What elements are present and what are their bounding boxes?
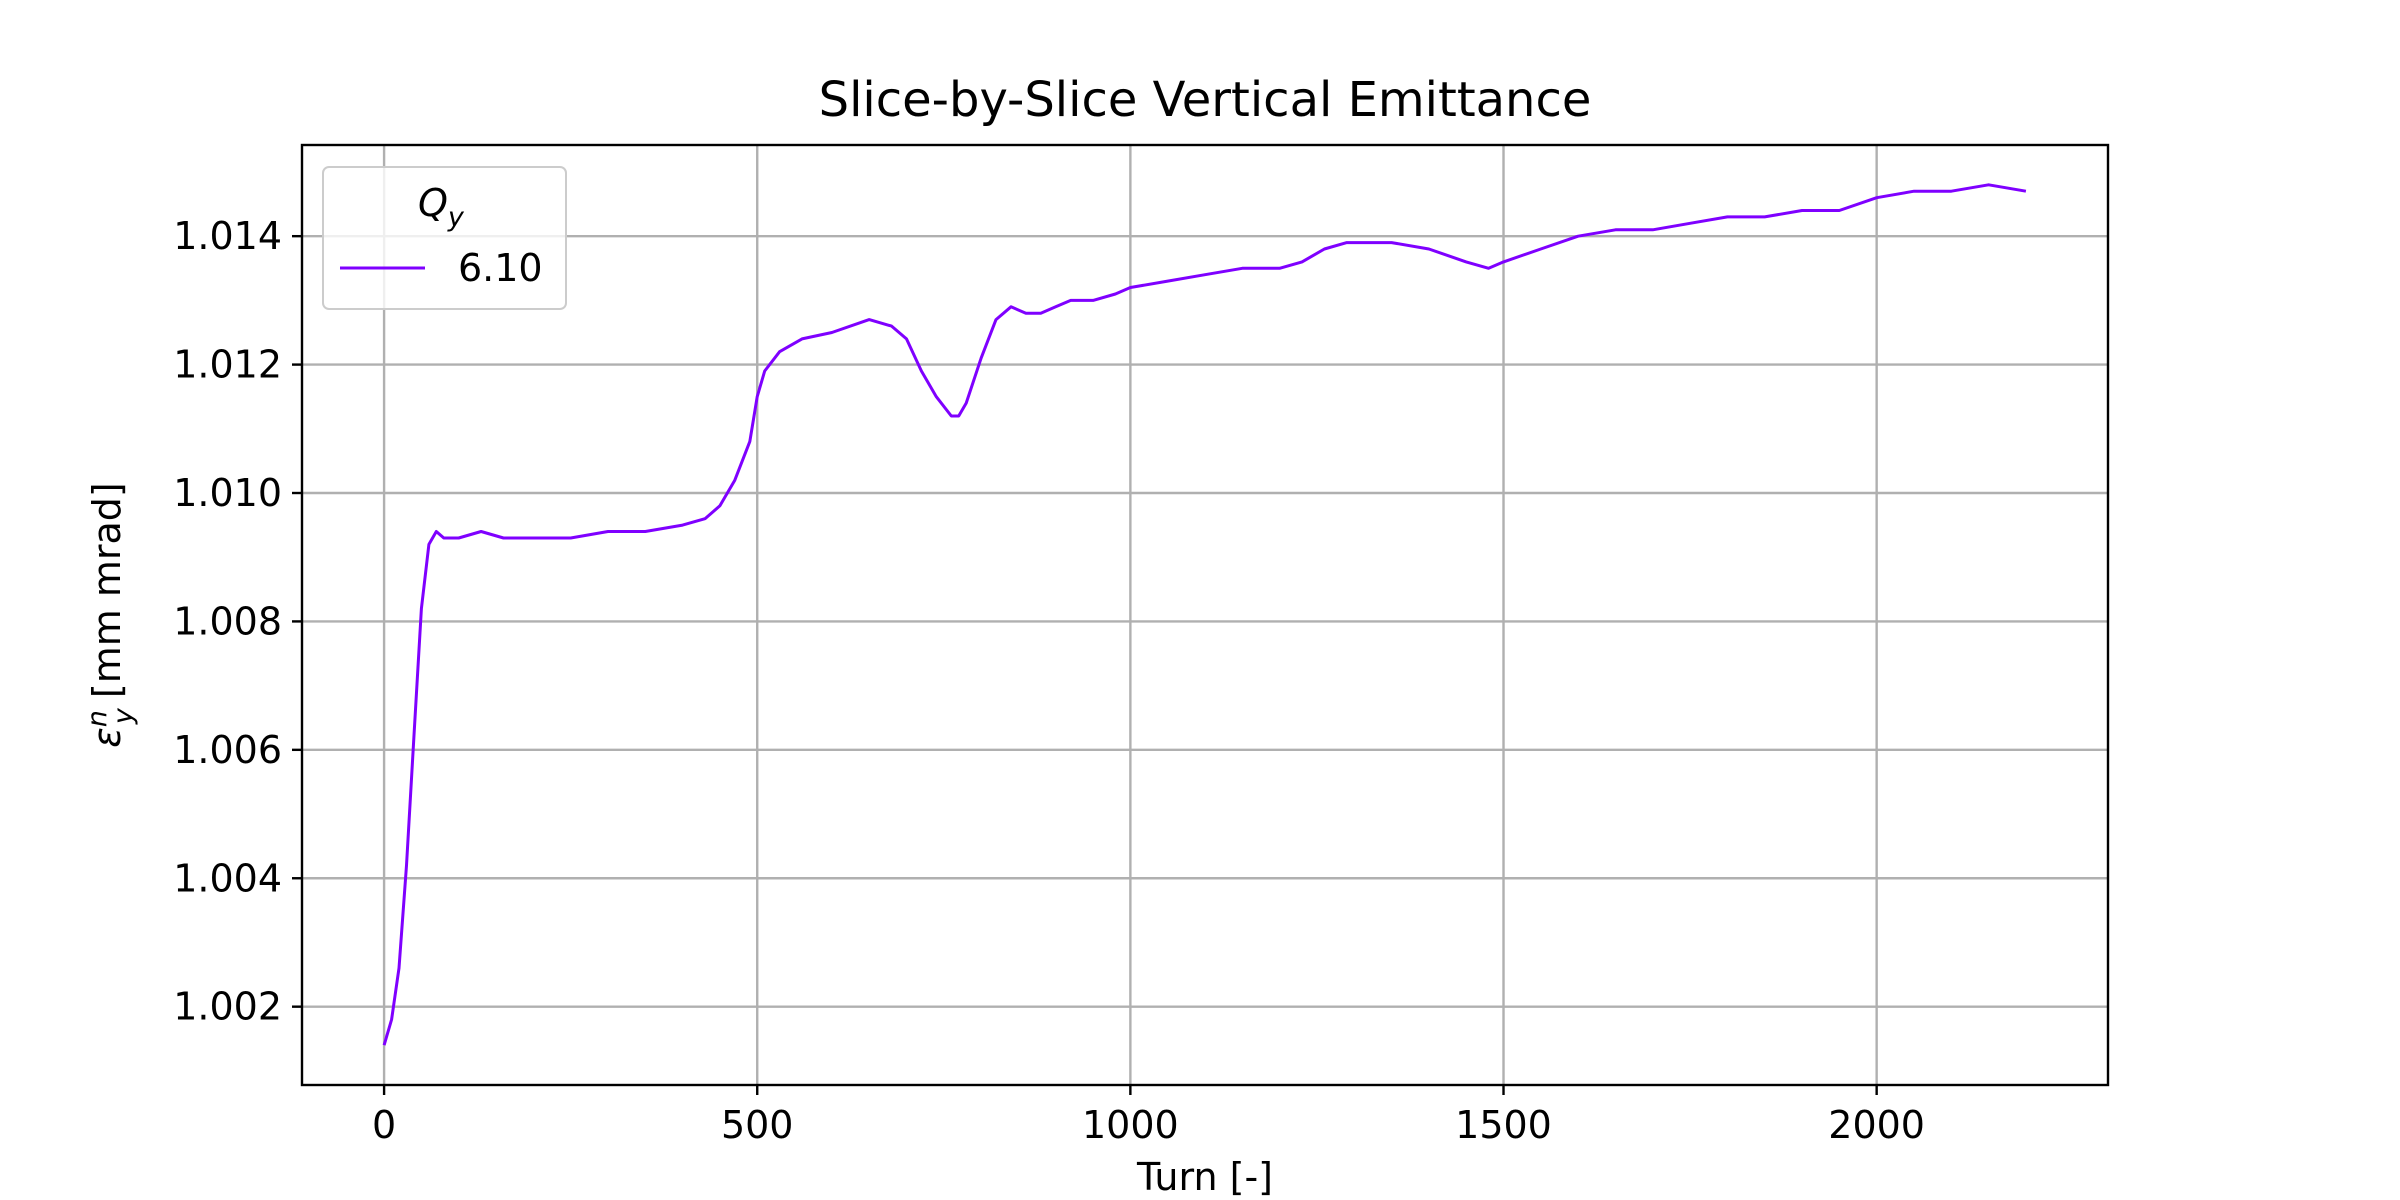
legend: Qy 6.10 bbox=[322, 166, 567, 310]
y-tick-label: 1.004 bbox=[173, 856, 282, 900]
y-axis-label-subscript: y bbox=[108, 707, 139, 725]
chart-title: Slice-by-Slice Vertical Emittance bbox=[819, 72, 1592, 128]
legend-entry-label: 6.10 bbox=[458, 246, 543, 290]
y-tick-label: 1.012 bbox=[173, 343, 282, 387]
legend-title-subscript: y bbox=[447, 202, 465, 233]
y-axis-label-unit: [mm mrad] bbox=[85, 482, 129, 698]
y-ticks: 1.002 1.004 1.006 1.008 1.010 1.012 1.014 bbox=[173, 214, 302, 1029]
grid bbox=[302, 145, 2108, 1085]
y-tick-label: 1.002 bbox=[173, 985, 282, 1029]
y-tick-label: 1.008 bbox=[173, 599, 282, 643]
y-tick-label: 1.014 bbox=[173, 214, 282, 258]
x-tick-label: 1000 bbox=[1082, 1103, 1179, 1147]
y-tick-label: 1.006 bbox=[173, 728, 282, 772]
legend-box bbox=[322, 166, 567, 310]
y-axis-label-superscript: n bbox=[82, 710, 113, 727]
y-tick-label: 1.010 bbox=[173, 471, 282, 515]
x-ticks: 0 500 1000 1500 2000 bbox=[372, 1085, 1925, 1147]
svg-text:εny[mm mrad]: εny [mm mrad] bbox=[82, 482, 139, 747]
x-tick-label: 500 bbox=[721, 1103, 794, 1147]
legend-title: Qy bbox=[418, 181, 465, 233]
y-axis-label: εny [mm mrad] bbox=[82, 482, 139, 747]
x-tick-label: 2000 bbox=[1828, 1103, 1925, 1147]
series-line bbox=[382, 183, 2027, 1046]
series-layer bbox=[382, 183, 2027, 1046]
plot-area bbox=[302, 145, 2108, 1085]
x-axis-label: Turn [-] bbox=[1136, 1155, 1273, 1199]
x-tick-label: 0 bbox=[372, 1103, 396, 1147]
y-axis-label-symbol: ε bbox=[85, 727, 129, 748]
x-tick-label: 1500 bbox=[1455, 1103, 1552, 1147]
axes-frame bbox=[300, 143, 2110, 1087]
legend-title-symbol: Q bbox=[418, 181, 448, 225]
